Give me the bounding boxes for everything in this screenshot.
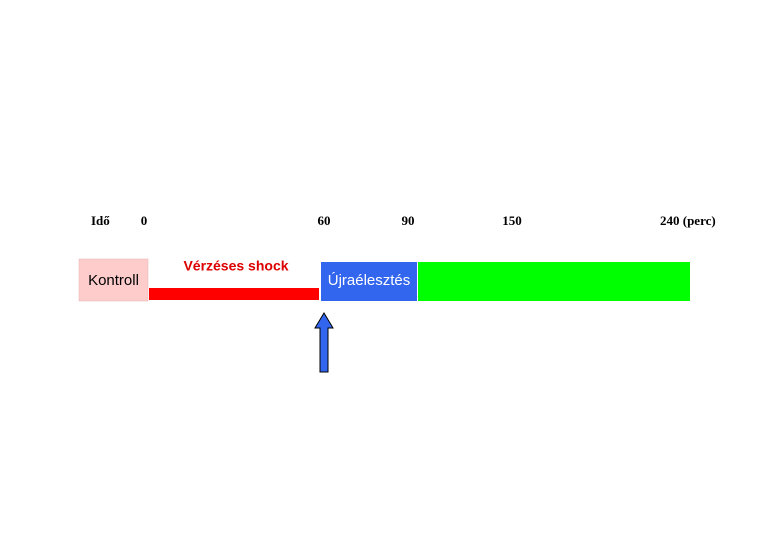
resuscitation-block (321, 262, 417, 301)
time-tick: 0 (141, 213, 148, 228)
time-tick: 90 (402, 213, 415, 228)
arrow (314, 312, 334, 373)
shock-bar (149, 288, 319, 300)
time-tick: 60 (318, 213, 331, 228)
phase-label: Vérzéses shock (183, 258, 288, 274)
control-block (78, 258, 149, 302)
phase-label: Újraélesztés (328, 272, 411, 289)
axis-label: Idő (91, 213, 110, 228)
time-tick: 150 (502, 213, 522, 228)
followup-block (418, 262, 690, 301)
time-tick: 240 (perc) (660, 213, 716, 228)
phase-label: Kontroll (88, 272, 139, 289)
